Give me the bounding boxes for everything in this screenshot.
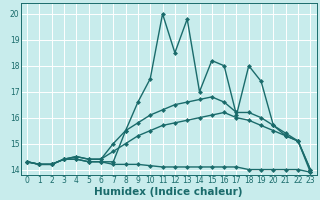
X-axis label: Humidex (Indice chaleur): Humidex (Indice chaleur) [94, 187, 243, 197]
